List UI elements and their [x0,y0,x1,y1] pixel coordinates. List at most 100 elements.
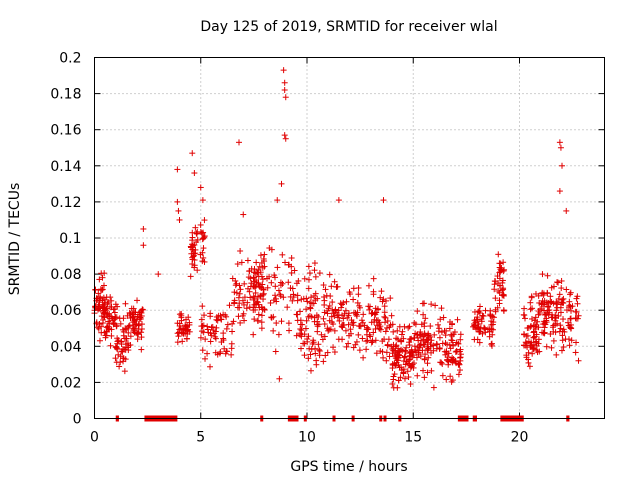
data-point [500,307,507,314]
data-point [253,259,260,266]
data-point [236,304,243,311]
data-point [456,361,463,368]
data-point [422,315,429,322]
data-point [248,280,255,287]
data-point [275,287,282,294]
x-axis-label: GPS time / hours [290,459,407,475]
data-point [235,294,242,301]
data-point [544,272,551,279]
data-point [556,188,563,195]
data-point [359,335,366,342]
data-point [342,327,349,334]
data-point [383,297,390,304]
data-point [185,326,192,333]
data-point [298,345,305,352]
data-point [420,367,427,374]
data-point [328,319,335,326]
data-point [108,332,115,339]
data-point [311,267,318,274]
data-point [529,350,536,357]
data-point [524,344,531,351]
data-point [393,342,400,349]
data-point [111,321,118,328]
data-point [538,305,545,312]
data-point [302,325,309,332]
grid-layer [94,57,605,419]
data-point [381,313,388,320]
data-point [340,315,347,322]
data-point [179,338,186,345]
data-point [521,312,528,319]
data-point [305,263,312,270]
data-point [312,297,319,304]
data-point [284,304,291,311]
data-point [328,283,335,290]
data-point [406,339,413,346]
data-point [481,324,488,331]
data-point [527,306,534,313]
data-point [443,327,450,334]
data-point [290,291,297,298]
data-point [306,345,313,352]
y-tick-label: 0.04 [50,339,81,355]
data-point [197,184,204,191]
data-point [204,323,211,330]
x-tick-label: 15 [404,430,422,446]
data-point [200,245,207,252]
data-point [127,333,134,340]
data-point [370,291,377,298]
data-point [431,331,438,338]
data-point [521,305,528,312]
data-point [439,360,446,367]
data-point [99,274,106,281]
data-point [311,318,318,325]
data-point [138,312,145,319]
data-point [443,376,450,383]
data-point [418,321,425,328]
data-point [252,300,259,307]
data-point [331,349,338,356]
data-point [365,326,372,333]
data-point [444,357,451,364]
data-point [439,372,446,379]
data-point [280,67,287,74]
data-point [279,280,286,287]
data-point [475,321,482,328]
data-point [346,332,353,339]
data-point [223,325,230,332]
data-point [531,333,538,340]
data-point [255,293,262,300]
data-point [478,318,485,325]
data-point [550,337,557,344]
data-point [436,334,443,341]
data-point [341,310,348,317]
data-point [282,94,289,101]
data-point [187,243,194,250]
data-point [405,374,412,381]
y-tick-label: 0.08 [50,267,81,283]
data-point [131,317,138,324]
data-point [535,336,542,343]
data-point [567,291,574,298]
data-point [125,323,132,330]
data-point [556,139,563,146]
data-point [289,285,296,292]
data-point [476,303,483,310]
data-point [557,304,564,311]
data-point [471,308,478,315]
data-point [186,321,193,328]
data-point [415,349,422,356]
data-point [335,307,342,314]
data-point [399,328,406,335]
data-point [294,292,301,299]
data-point [258,319,265,326]
data-point [496,269,503,276]
data-point [273,320,280,327]
data-point [258,325,265,332]
data-point [256,283,263,290]
data-point [198,230,205,237]
data-point [236,139,242,146]
data-point [200,322,207,329]
data-point [232,282,239,289]
y-tick-label: 0.12 [50,195,81,211]
